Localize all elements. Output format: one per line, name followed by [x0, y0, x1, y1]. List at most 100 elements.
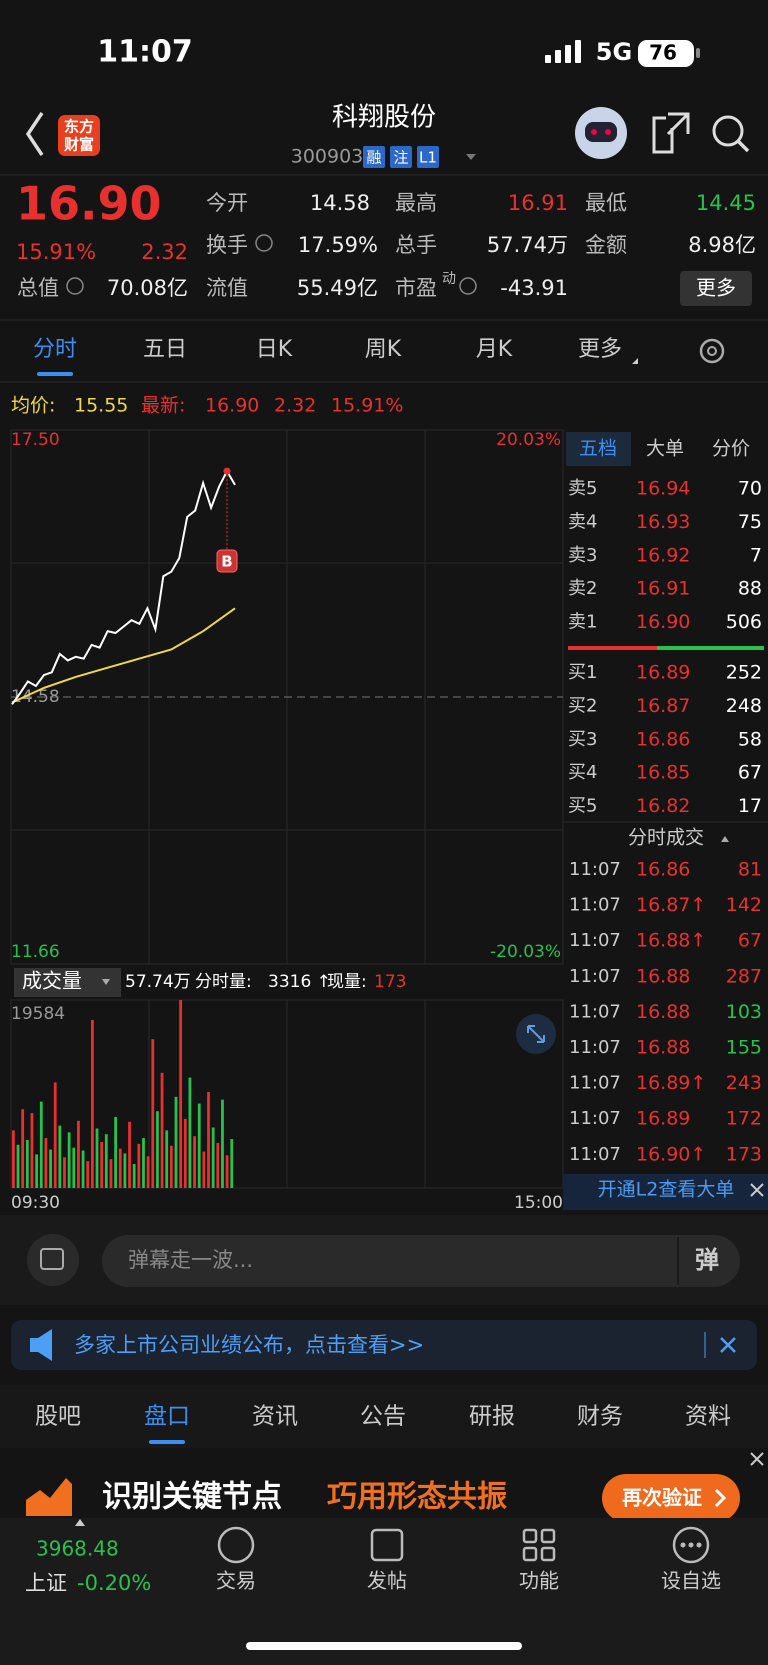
logo — [58, 115, 100, 156]
change-pct: 15.91% — [16, 240, 96, 264]
volume-bar — [21, 1109, 25, 1188]
info-icon — [66, 277, 84, 295]
trade-time: 11:07 — [569, 930, 621, 951]
content-tab: 资料 — [685, 1404, 731, 1430]
barrage-input[interactable] — [102, 1235, 740, 1287]
book-level: 买3 — [568, 729, 597, 750]
field-value: 16.91 — [508, 191, 568, 215]
content-tab: 研报 — [469, 1404, 515, 1430]
buy-ratio — [657, 646, 764, 650]
index-name: 上证 — [25, 1571, 67, 1595]
network: 5G — [596, 38, 632, 66]
logo-text: 财富 — [64, 136, 94, 154]
period-tab: 周K — [365, 337, 402, 362]
more-button[interactable] — [680, 271, 752, 306]
dropdown-icon — [102, 979, 110, 985]
trade-time: 11:07 — [569, 1144, 621, 1165]
ad-button[interactable] — [602, 1474, 740, 1522]
book-price: 16.93 — [636, 511, 690, 533]
volume-bar — [188, 1077, 192, 1188]
field-value: 14.58 — [310, 191, 370, 215]
trade-price: 16.88 — [636, 1001, 690, 1023]
content-tab: 财务 — [577, 1404, 623, 1430]
now-volume-label: 现量: — [327, 972, 367, 992]
field-label: 最高 — [395, 191, 437, 215]
index-change: -0.20% — [77, 1571, 151, 1595]
marker-label: B — [221, 553, 232, 571]
sell-ratio — [568, 646, 657, 650]
period-tab: 五日 — [143, 337, 187, 362]
book-level: 买2 — [568, 695, 597, 716]
expand-icon[interactable] — [75, 1519, 85, 1526]
stock-name: 科翔股份 — [332, 103, 436, 133]
book-price: 16.86 — [636, 728, 690, 750]
avatar-visor — [585, 122, 617, 142]
trade-price: 16.89↑ — [636, 1072, 706, 1094]
trade-price: 16.88 — [636, 965, 690, 987]
volume-bar — [221, 1099, 224, 1188]
trade-time: 11:07 — [569, 895, 621, 916]
watchlist-icon — [672, 1526, 710, 1564]
now-volume: 173 — [374, 972, 406, 992]
volume-bar — [165, 1130, 169, 1188]
trade-volume: 81 — [738, 859, 762, 881]
trade-volume: 172 — [726, 1108, 762, 1130]
field-value: 57.74万 — [487, 233, 568, 257]
volume-bar — [174, 1096, 178, 1188]
close-icon[interactable] — [720, 1337, 736, 1353]
dropdown-icon[interactable] — [466, 154, 476, 160]
close-icon[interactable] — [750, 1452, 764, 1466]
barrage-placeholder: 弹幕走一波... — [128, 1248, 253, 1272]
battery-level: 76 — [649, 41, 677, 65]
close-icon[interactable] — [750, 1183, 764, 1197]
volume-bar — [230, 1139, 234, 1188]
trade-volume: 173 — [726, 1143, 762, 1165]
volume-bar — [123, 1153, 127, 1188]
settings-icon[interactable] — [699, 338, 725, 364]
barrage-settings[interactable] — [27, 1234, 79, 1286]
book-price: 16.91 — [636, 578, 690, 600]
collapse-icon[interactable] — [721, 836, 729, 842]
volume-bar — [30, 1113, 34, 1188]
back-button[interactable] — [25, 112, 44, 156]
chevron — [714, 1488, 727, 1508]
status-time: 11:07 — [97, 35, 193, 70]
avg-line — [11, 607, 236, 704]
notice-bar[interactable] — [11, 1320, 757, 1370]
book-volume: 75 — [738, 511, 762, 533]
trade-volume: 103 — [726, 1001, 762, 1023]
trade-volume: 142 — [726, 894, 762, 916]
share-icon[interactable] — [652, 112, 690, 154]
trade-time: 11:07 — [569, 1001, 621, 1022]
ad-button-label: 再次验证 — [622, 1486, 702, 1510]
nav-item: 交易 — [216, 1569, 256, 1593]
volume-bar — [193, 1136, 196, 1188]
content-tab: 盘口 — [144, 1404, 190, 1430]
field-value: -43.91 — [500, 276, 568, 300]
marker-badge — [216, 549, 238, 573]
volume-bar — [25, 1140, 29, 1188]
trades-title: 分时成交 — [628, 827, 704, 849]
trade-price: 16.90↑ — [636, 1143, 706, 1165]
book-level: 卖5 — [568, 478, 597, 499]
last-price: 16.90 — [16, 177, 162, 231]
field-value: 70.08亿 — [107, 276, 188, 300]
volume-bar — [197, 1103, 201, 1188]
search-icon[interactable] — [712, 115, 744, 147]
field-label: 总手 — [395, 233, 437, 257]
volume-bar — [225, 1155, 229, 1188]
book-volume: 7 — [750, 544, 762, 566]
volume-selector[interactable] — [14, 968, 121, 997]
trade-time: 11:07 — [569, 1108, 621, 1129]
barrage-icon — [40, 1248, 64, 1270]
tag-bg — [390, 146, 412, 168]
tag-bg — [417, 146, 439, 168]
function-icon — [522, 1528, 556, 1562]
change: 2.32 — [141, 240, 188, 264]
trade-volume: 155 — [726, 1037, 762, 1059]
volume-bar — [128, 1121, 131, 1188]
field-label-sup: 动 — [442, 271, 456, 287]
l2-banner-bg[interactable] — [563, 1174, 768, 1210]
avatar-eye — [605, 129, 611, 135]
minute-volume: 3316 ↑ — [268, 972, 331, 992]
